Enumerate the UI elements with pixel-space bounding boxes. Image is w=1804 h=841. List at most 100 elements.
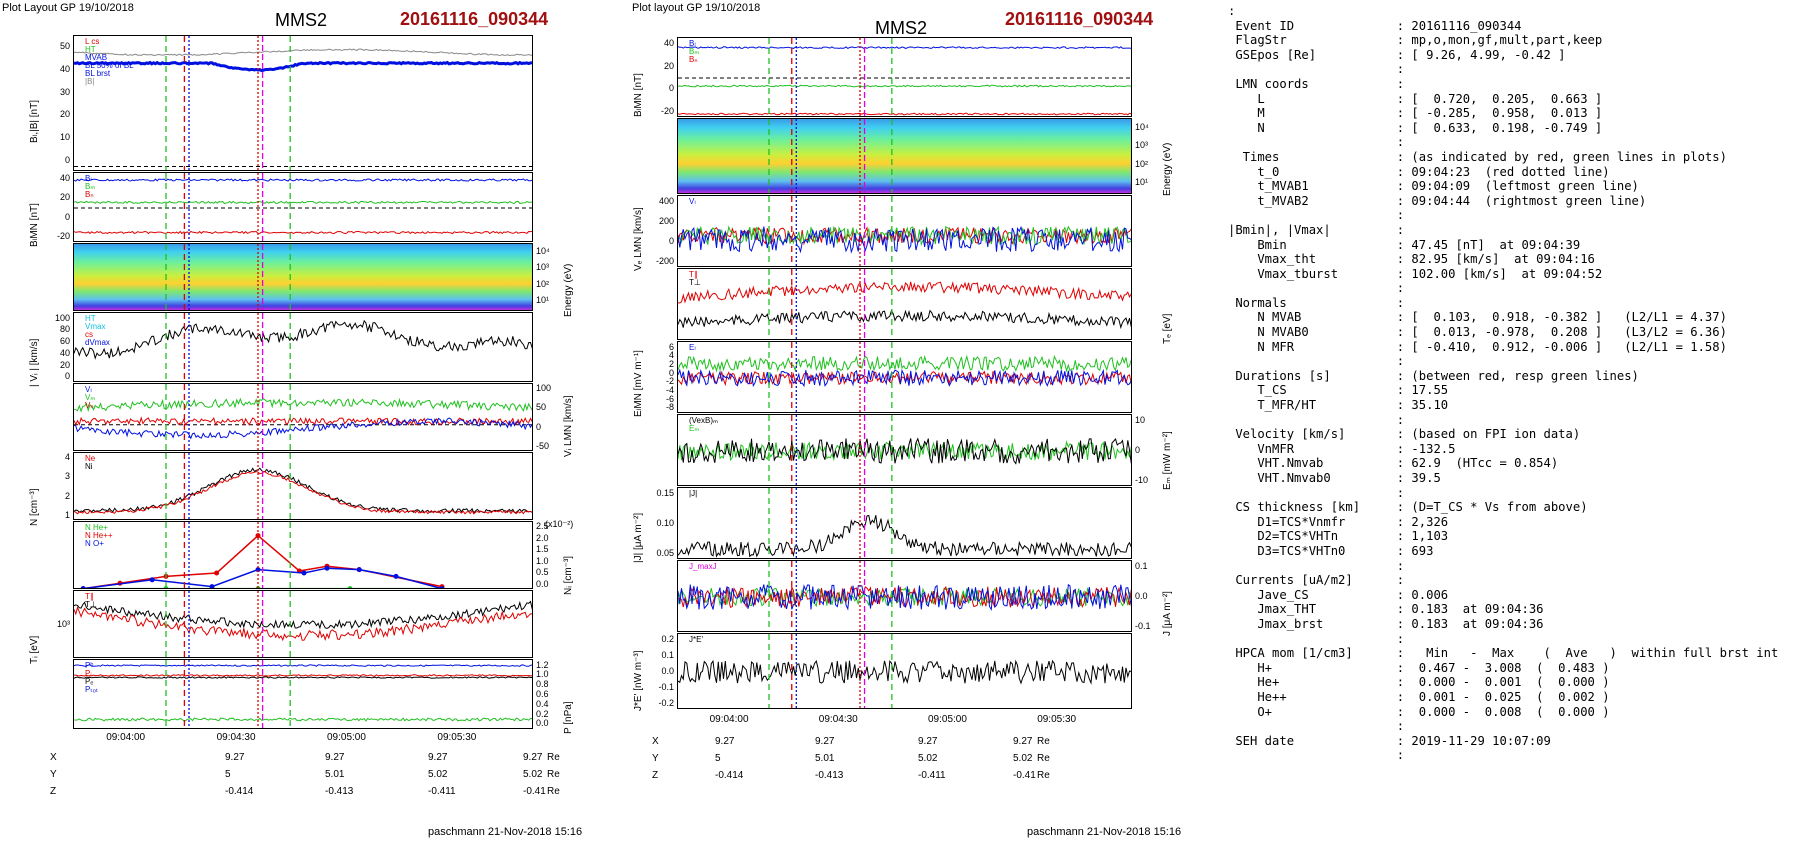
info-line: :: [1228, 62, 1405, 77]
y-tick-label: -2: [665, 376, 674, 387]
position-unit: Re: [547, 752, 560, 763]
y-axis-label: Energy (eV): [563, 263, 574, 317]
series-black-trace: [74, 319, 532, 360]
y-tick-label: -0.1: [1135, 621, 1151, 632]
y-axis-label: J*E' [nW m⁻³]: [633, 650, 644, 711]
right-event-id: 20161116_090344: [1005, 9, 1154, 29]
info-line: L : [ 0.720, 0.205, 0.663 ]: [1228, 91, 1603, 106]
y-tick-label: -50: [536, 440, 550, 451]
legend-entry: T∥: [689, 270, 698, 279]
plot-panel: [677, 414, 1132, 486]
info-line: HPCA mom [1/cm3] : Min - Max ( Ave ) wit…: [1228, 646, 1779, 661]
y-tick-label: 6: [668, 341, 674, 352]
scale-factor-label: (x10⁻²): [545, 519, 574, 529]
plot-panel: [73, 172, 533, 242]
position-value: -0.414: [715, 770, 744, 781]
plot-panel: [677, 633, 1132, 709]
panel-traces: [74, 384, 532, 450]
y-tick-label: 2.5: [536, 521, 549, 532]
y-tick-label: 0: [668, 236, 674, 247]
plot-panel: [677, 341, 1132, 413]
y-tick-label: 0.0: [536, 718, 549, 729]
series-blue-trace: [74, 664, 532, 667]
right-header: Plot layout GP 19/10/2018: [632, 2, 761, 14]
y-tick-label: 10²: [536, 278, 550, 289]
legend-entry: cs: [85, 330, 93, 339]
y-tick-label: 10¹: [1135, 176, 1149, 187]
series-blue-trace: [74, 178, 532, 182]
y-tick-label: 1.0: [536, 669, 549, 680]
info-line: N : [ 0.633, 0.198, -0.749 ]: [1228, 120, 1603, 135]
y-tick-label: 0: [64, 211, 70, 222]
info-line: Currents [uA/m2] :: [1228, 573, 1405, 588]
info-line: :: [1228, 135, 1405, 150]
x-tick-label: 09:05:00: [327, 732, 366, 743]
position-value: 5.01: [325, 769, 345, 780]
series-black-trace: [678, 659, 1131, 685]
info-line: Velocity [km/s] : (based on FPI ion data…: [1228, 427, 1581, 442]
panel-traces: [678, 196, 1131, 266]
panel-traces: [678, 561, 1131, 631]
legend-entry: Vₗ: [689, 197, 696, 206]
y-tick-label: -8: [665, 402, 674, 413]
info-line: LMN coords :: [1228, 76, 1405, 91]
info-line: D2=TCS*VHTn : 1,103: [1228, 529, 1449, 544]
right-title: MMS2: [875, 18, 928, 38]
info-line: CS thickness [km] : (D=T_CS * Vs from ab…: [1228, 500, 1588, 515]
plot-panel: [677, 560, 1132, 632]
y-tick-label: 100: [536, 383, 552, 394]
legend-entry: Bₙ: [689, 55, 698, 64]
info-line: |Bmin|, |Vmax| :: [1228, 222, 1405, 237]
legend-entry: Vₘ: [85, 393, 96, 402]
position-row-label: Y: [50, 769, 57, 780]
panel-traces: [74, 36, 532, 170]
plot-panel: [73, 383, 533, 451]
info-line: N MVAB0 : [ 0.013, -0.978, 0.208 ] (L3/L…: [1228, 325, 1727, 340]
y-tick-label: 10: [59, 132, 70, 143]
legend-entry: L cs: [85, 37, 100, 46]
hpca-point: [347, 586, 353, 588]
info-line: VHT.Nmvab0 : 39.5: [1228, 471, 1441, 485]
series-black-trace: [74, 467, 532, 514]
position-value: 9.27: [715, 736, 735, 747]
series-blue-trace: [678, 583, 1131, 611]
series-blue-trace: [678, 46, 1131, 49]
info-line: :: [1228, 4, 1236, 18]
legend-entry: BL brst: [85, 69, 111, 78]
y-tick-label: 40: [663, 38, 674, 49]
y-tick-label: 10³: [1135, 140, 1149, 151]
info-line: Jmax_THT : 0.183 at 09:04:36: [1228, 602, 1544, 617]
info-line: T_CS : 17.55: [1228, 383, 1449, 398]
left-event-id: 20161116_090344: [400, 9, 549, 29]
y-tick-label: 0: [64, 155, 70, 166]
info-line: :: [1228, 208, 1405, 223]
y-tick-label: 2.0: [536, 532, 549, 543]
y-tick-label: 50: [59, 40, 70, 51]
series-black-trace: [678, 309, 1131, 330]
legend-entry: MVAB: [85, 53, 108, 62]
y-axis-label: |J| [μA m⁻²]: [633, 512, 644, 563]
legend-entry: Pₑ: [85, 677, 94, 686]
series-black-trace: [74, 676, 532, 679]
y-tick-label: 0.6: [536, 689, 549, 699]
legend-entry: HT: [85, 45, 96, 54]
panel-traces: [678, 415, 1131, 485]
y-tick-label: 10³: [56, 619, 70, 629]
position-value: 9.27: [1013, 736, 1033, 747]
position-value: 5.01: [815, 753, 835, 764]
position-value: 9.27: [428, 752, 448, 763]
series-green-trace: [74, 717, 532, 722]
hpca-point: [255, 567, 261, 573]
info-line: M : [ -0.285, 0.958, 0.013 ]: [1228, 106, 1603, 121]
info-line: :: [1228, 485, 1405, 500]
y-axis-label: Nᵢ [cm⁻³]: [563, 555, 574, 595]
legend-entry: Ne: [85, 454, 96, 463]
y-tick-label: 200: [658, 215, 674, 226]
y-tick-label: 0: [1135, 445, 1141, 455]
y-tick-label: 50: [536, 402, 547, 413]
series-blue-trace: [678, 368, 1131, 388]
y-axis-label: Tᵢ [eV]: [29, 635, 40, 664]
info-line: :: [1228, 558, 1405, 573]
plot-panel: [73, 312, 533, 382]
y-tick-label: 1.5: [536, 544, 549, 555]
